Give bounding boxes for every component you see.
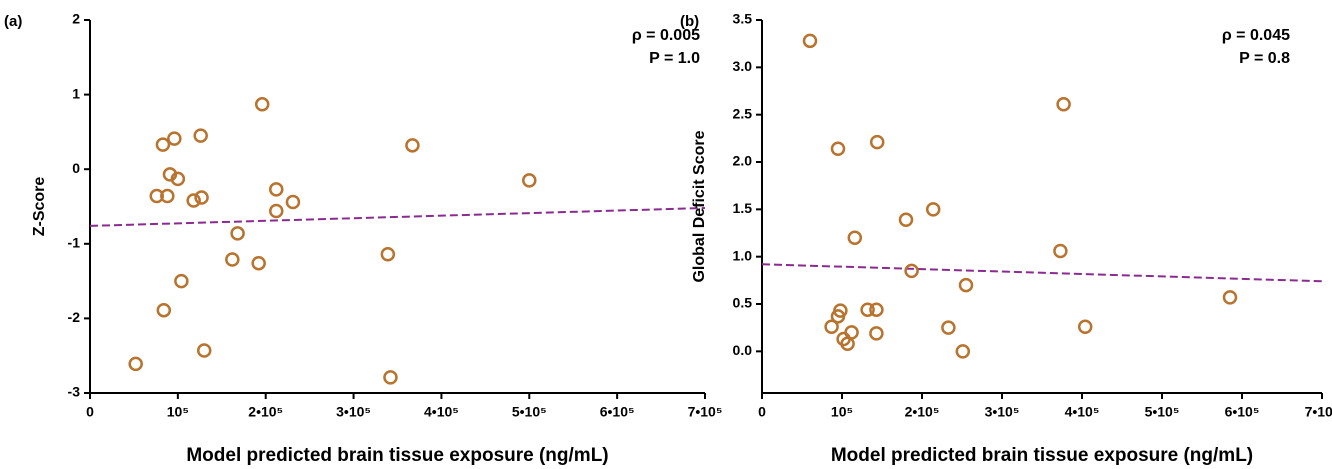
y-tick-label: -1 (68, 235, 81, 251)
scatter-point (904, 263, 919, 279)
scatter-point (254, 97, 270, 112)
scatter-point (383, 370, 398, 385)
y-axis-label: Z-Score (31, 177, 48, 237)
scatter-point (160, 188, 175, 204)
scatter-point (869, 326, 884, 341)
scatter-point (194, 190, 209, 205)
scatter-point (405, 138, 420, 153)
x-tick-label: 6•10⁵ (600, 404, 635, 420)
x-tick-label: 3•10⁵ (985, 404, 1020, 420)
annotation: P = 1.0 (649, 50, 700, 67)
x-tick-label: 7•10⁵ (688, 404, 723, 420)
y-axis-label: Global Deficit Score (691, 130, 708, 282)
y-tick-label: 3.0 (733, 58, 753, 74)
scatter-point (840, 336, 855, 352)
panel-label: (a) (4, 13, 22, 30)
x-tick-label: 0 (758, 404, 766, 420)
y-tick-label: 3.5 (733, 11, 753, 27)
trend-line (761, 263, 1323, 283)
x-tick-label: 3•10⁵ (336, 404, 371, 420)
x-tick-label: 7•10⁵ (1305, 404, 1332, 420)
scatter-point (522, 173, 537, 188)
scatter-point (193, 128, 208, 143)
scatter-point (269, 182, 284, 197)
scatter-point (802, 33, 818, 49)
x-tick-label: 2•10⁵ (248, 404, 283, 420)
y-tick-label: 0 (72, 160, 80, 176)
x-axis-label: Model predicted brain tissue exposure (n… (831, 445, 1253, 466)
scatter-point (149, 188, 165, 204)
y-tick-label: 1.0 (733, 247, 753, 263)
x-tick-label: 5•10⁵ (1145, 404, 1180, 420)
scatter-point (1056, 97, 1071, 112)
x-tick-label: 5•10⁵ (512, 404, 547, 420)
scatter-point (174, 273, 189, 289)
y-tick-label: 2 (72, 11, 80, 27)
scatter-point (156, 302, 172, 318)
y-tick-label: 0.5 (733, 295, 753, 311)
scatter-point (225, 252, 240, 267)
scatter-point (925, 202, 941, 217)
scatter-point (869, 302, 884, 317)
scatter-point (1053, 243, 1068, 259)
scatter-point (958, 277, 974, 293)
y-tick-label: 1 (72, 85, 80, 101)
y-tick-label: 2.5 (733, 105, 753, 121)
annotation: ρ = 0.005 (632, 27, 700, 44)
y-tick-label: 2.0 (733, 153, 753, 169)
scatter-point (860, 302, 875, 317)
scatter-point (167, 131, 182, 146)
scatter-point (898, 212, 914, 228)
scatter-point (847, 230, 863, 245)
x-tick-label: 4•10⁵ (1065, 404, 1100, 420)
y-tick-label: 0.0 (733, 342, 753, 358)
panel-label: (b) (680, 13, 699, 30)
scatter-point (186, 193, 201, 208)
scatter-point (380, 246, 396, 262)
scatter-point (170, 171, 186, 187)
scatter-point (269, 203, 284, 219)
scatter-point (955, 344, 971, 359)
scatter-point (941, 320, 956, 335)
x-tick-label: 0 (86, 404, 94, 420)
scatter-point (869, 134, 885, 150)
x-tick-label: 4•10⁵ (424, 404, 459, 420)
scatter-point (285, 194, 301, 210)
scatter-point (824, 319, 839, 334)
scatter-point (1222, 290, 1238, 305)
scatter-point (128, 356, 143, 372)
scatter-point (1077, 319, 1093, 334)
x-tick-label: 10⁵ (831, 404, 853, 420)
scatter-point (155, 137, 171, 152)
y-tick-label: -3 (68, 384, 81, 400)
y-tick-label: -2 (68, 309, 81, 325)
scatter-point (833, 303, 848, 318)
scatter-point (196, 343, 212, 358)
annotation: ρ = 0.045 (1222, 27, 1290, 44)
x-axis-label: Model predicted brain tissue exposure (n… (186, 445, 608, 466)
x-tick-label: 10⁵ (167, 404, 189, 420)
y-tick-label: 1.5 (733, 200, 753, 216)
annotation: P = 0.8 (1239, 50, 1290, 67)
trend-line (89, 206, 706, 227)
x-tick-label: 2•10⁵ (905, 404, 940, 420)
scatter-point (230, 226, 245, 241)
x-tick-label: 6•10⁵ (1225, 404, 1260, 420)
scatter-point (830, 141, 846, 157)
scatter-point (251, 255, 266, 271)
